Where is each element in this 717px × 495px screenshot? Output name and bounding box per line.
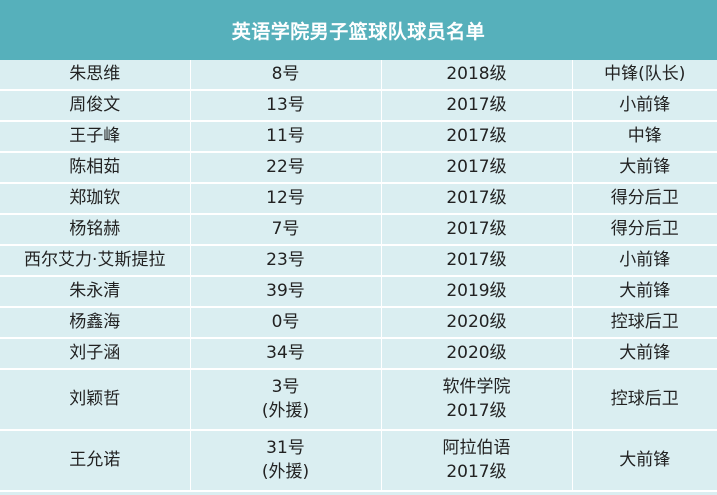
player-name-cell: 刘颖哲 [0,369,191,431]
grade-line: 阿拉伯语 [442,437,511,458]
player-name-cell: 王允诺 [0,430,191,492]
player-name-cell: 刘子涵 [0,338,191,370]
jersey-number-cell: 7号 [190,214,382,246]
grade-line: 2017级 [446,400,507,421]
table-row: 杨鑫海 0号 2020级 控球后卫 [0,307,717,339]
table-row: 陈相茹 22号 2017级 大前锋 [0,152,717,184]
position-cell: 小前锋 [572,245,717,277]
grade-line: 软件学院 [442,376,511,397]
table-row: 朱思维 8号 2018级 中锋(队长) [0,60,717,91]
jersey-number-line: 34号 [266,342,305,363]
table-row: 朱永清 39号 2019级 大前锋 [0,276,717,308]
grade-cell: 2019级 [381,276,573,308]
player-name-cell: 陈相茹 [0,152,191,184]
grade-cell: 2020级 [381,338,573,370]
table-row: 郑珈钦 12号 2017级 得分后卫 [0,183,717,215]
jersey-number-cell: 12号 [190,183,382,215]
player-name-cell: 朱永清 [0,276,191,308]
position-cell: 大前锋 [572,430,717,492]
grade-cell: 2018级 [381,60,573,91]
table-row: 西尔艾力·艾斯提拉 23号 2017级 小前锋 [0,245,717,277]
position-cell: 控球后卫 [572,369,717,431]
position-cell: 大前锋 [572,276,717,308]
jersey-number-line: (外援) [261,461,310,482]
grade-line: 2020级 [446,311,507,332]
jersey-number-cell: 22号 [190,152,382,184]
player-name-cell: 王子峰 [0,121,191,153]
jersey-number-line: 39号 [266,280,305,301]
jersey-number-line: 22号 [266,156,305,177]
jersey-number-cell: 34号 [190,338,382,370]
grade-cell: 软件学院 2017级 [381,369,573,431]
jersey-number-line: (外援) [261,400,310,421]
grade-cell: 2017级 [381,90,573,122]
grade-line: 2017级 [446,461,507,482]
position-cell: 控球后卫 [572,307,717,339]
grade-line: 2018级 [446,63,507,84]
jersey-number-line: 8号 [271,63,300,84]
roster-table-body: 朱思维 8号 2018级 中锋(队长) 周俊文 13号 2017级 小前锋 王子峰 11号 2017… [0,60,717,492]
player-name-cell: 杨鑫海 [0,307,191,339]
grade-cell: 2017级 [381,121,573,153]
table-row: 王允诺 31号 (外援) 阿拉伯语 2017级 大前锋 [0,430,717,492]
grade-cell: 2017级 [381,183,573,215]
grade-cell: 2017级 [381,214,573,246]
jersey-number-line: 0号 [271,311,300,332]
jersey-number-line: 31号 [266,437,305,458]
player-name-cell: 杨铭赫 [0,214,191,246]
grade-line: 2017级 [446,156,507,177]
page-title: 英语学院男子篮球队球员名单 [231,20,486,43]
grade-line: 2017级 [446,218,507,239]
jersey-number-line: 23号 [266,249,305,270]
table-row: 周俊文 13号 2017级 小前锋 [0,90,717,122]
grade-line: 2017级 [446,125,507,146]
jersey-number-cell: 31号 (外援) [190,430,382,492]
jersey-number-cell: 8号 [190,60,382,91]
player-name-cell: 郑珈钦 [0,183,191,215]
player-name-cell: 朱思维 [0,60,191,91]
position-cell: 得分后卫 [572,214,717,246]
grade-cell: 2017级 [381,152,573,184]
position-cell: 中锋(队长) [572,60,717,91]
position-cell: 中锋 [572,121,717,153]
jersey-number-cell: 11号 [190,121,382,153]
position-cell: 得分后卫 [572,183,717,215]
grade-line: 2020级 [446,342,507,363]
player-name-cell: 周俊文 [0,90,191,122]
table-row: 王子峰 11号 2017级 中锋 [0,121,717,153]
grade-line: 2017级 [446,249,507,270]
jersey-number-cell: 3号 (外援) [190,369,382,431]
position-cell: 大前锋 [572,152,717,184]
grade-cell: 2017级 [381,245,573,277]
jersey-number-cell: 0号 [190,307,382,339]
jersey-number-line: 13号 [266,94,305,115]
table-row: 刘子涵 34号 2020级 大前锋 [0,338,717,370]
jersey-number-cell: 39号 [190,276,382,308]
jersey-number-line: 3号 [271,376,300,397]
jersey-number-cell: 23号 [190,245,382,277]
table-row: 杨铭赫 7号 2017级 得分后卫 [0,214,717,246]
player-name-cell: 西尔艾力·艾斯提拉 [0,245,191,277]
grade-cell: 2020级 [381,307,573,339]
position-cell: 大前锋 [572,338,717,370]
jersey-number-line: 12号 [266,187,305,208]
position-cell: 小前锋 [572,90,717,122]
table-row: 刘颖哲 3号 (外援) 软件学院 2017级 控球后卫 [0,369,717,431]
jersey-number-cell: 13号 [190,90,382,122]
grade-line: 2017级 [446,94,507,115]
jersey-number-line: 7号 [271,218,300,239]
jersey-number-line: 11号 [266,125,305,146]
roster-table: 朱思维 8号 2018级 中锋(队长) 周俊文 13号 2017级 小前锋 王子峰 11号 2017… [0,60,717,492]
grade-line: 2019级 [446,280,507,301]
title-bar: 英语学院男子篮球队球员名单 [0,0,717,60]
grade-cell: 阿拉伯语 2017级 [381,430,573,492]
grade-line: 2017级 [446,187,507,208]
